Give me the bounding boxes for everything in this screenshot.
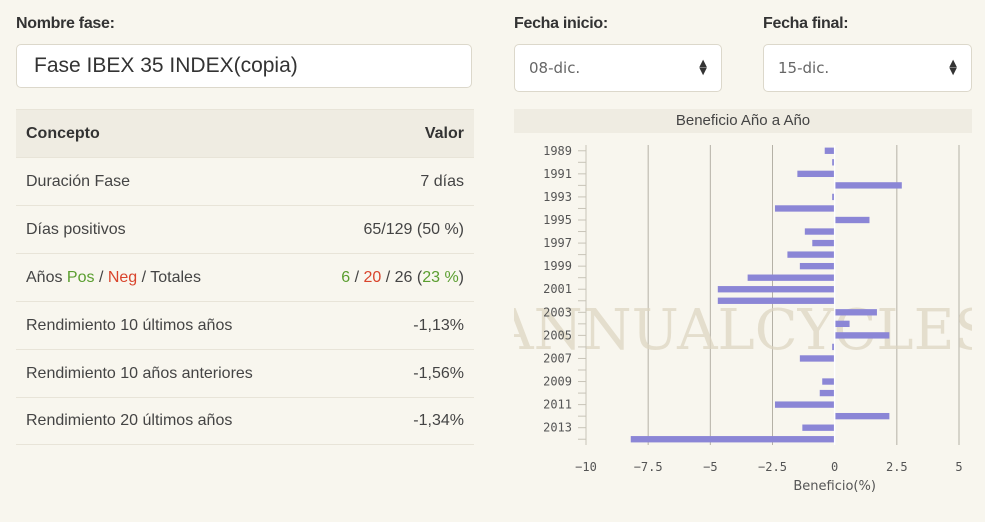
stats-table: Concepto Valor Duración Fase 7 días Días… — [16, 109, 474, 445]
x-tick-label: −7.5 — [634, 460, 663, 474]
x-axis-label: Beneficio(%) — [793, 479, 876, 494]
y-tick-label: 2013 — [543, 421, 572, 435]
header-value: Valor — [424, 124, 464, 142]
row-concept: Años Pos / Neg / Totales — [26, 269, 201, 287]
bar — [824, 147, 835, 154]
start-date-label: Fecha inicio: — [514, 15, 608, 32]
y-tick-label: 1999 — [543, 259, 572, 273]
bar — [747, 274, 835, 281]
neg-label: Neg — [107, 268, 138, 286]
watermark-text: ANNUALCYCLES — [514, 298, 972, 363]
bar — [799, 262, 835, 270]
bar — [717, 286, 835, 293]
row-value: 7 días — [420, 172, 464, 190]
row-concept: Duración Fase — [26, 172, 131, 190]
row-concept: Días positivos — [26, 220, 126, 238]
bar — [832, 193, 835, 201]
bar — [834, 332, 890, 339]
bar — [774, 205, 835, 212]
end-date-value: 15-dic. — [778, 59, 830, 77]
x-tick-label: −5 — [703, 460, 717, 474]
bar — [799, 355, 835, 362]
phase-name-label: Nombre fase: — [16, 15, 115, 32]
table-row-years: Años Pos / Neg / Totales 6 / 20 / 26 (23… — [16, 253, 474, 301]
bar — [834, 320, 850, 328]
bar — [822, 378, 835, 385]
years-prefix: Años — [26, 268, 67, 286]
row-concept: Rendimiento 10 años anteriores — [26, 364, 253, 382]
table-row: Duración Fase 7 días — [16, 157, 474, 205]
y-tick-label: 1997 — [543, 236, 572, 250]
header-concept: Concepto — [26, 124, 100, 142]
y-tick-label: 1989 — [543, 144, 572, 158]
x-tick-label: −10 — [575, 460, 597, 474]
y-tick-label: 2011 — [543, 398, 572, 412]
x-tick-label: 0 — [831, 460, 838, 474]
end-date-label: Fecha final: — [763, 15, 849, 32]
phase-name-input[interactable] — [16, 44, 472, 88]
row-value: -1,13% — [413, 316, 464, 334]
x-tick-label: −2.5 — [758, 460, 787, 474]
neg-count: 20 — [363, 268, 382, 286]
years-suffix: / Totales — [137, 268, 201, 286]
table-header: Concepto Valor — [16, 109, 474, 157]
bar — [797, 170, 835, 178]
row-value: 6 / 20 / 26 (23 %) — [341, 269, 464, 287]
pos-label: Pos — [66, 268, 95, 286]
y-tick-label: 1991 — [543, 167, 572, 181]
bar — [802, 424, 835, 431]
x-tick-label: 5 — [955, 460, 962, 474]
years-total: / 26 ( — [381, 268, 423, 286]
row-concept: Rendimiento 20 últimos años — [26, 412, 233, 429]
pos-percent: 23 % — [422, 268, 459, 286]
bar — [834, 412, 890, 420]
table-row: Días positivos 65/129 (50 %) — [16, 205, 474, 253]
row-value: 65/129 (50 %) — [363, 220, 464, 238]
row-concept: Rendimiento 10 últimos años — [26, 316, 233, 334]
row-value: -1,34% — [413, 412, 464, 429]
end-date-select[interactable]: 15-dic. ▲ ▼ — [763, 44, 972, 92]
years-sep: / — [94, 268, 108, 286]
y-tick-label: 1993 — [543, 190, 572, 204]
select-arrows-icon: ▲ ▼ — [699, 58, 707, 77]
x-tick-label: 2.5 — [886, 460, 908, 474]
bar — [819, 389, 835, 397]
years-slash: / — [350, 268, 364, 286]
bar — [717, 297, 835, 304]
years-close: ) — [458, 268, 464, 286]
y-tick-label: 2003 — [543, 305, 572, 319]
y-tick-label: 2007 — [543, 351, 572, 365]
bar — [834, 182, 902, 189]
table-row: Rendimiento 20 últimos años -1,34% — [16, 397, 474, 445]
bar — [832, 159, 835, 166]
row-value: -1,56% — [413, 364, 464, 382]
bar — [804, 228, 835, 235]
pos-count: 6 — [341, 268, 351, 286]
annual-profit-chart: Beneficio Año a Año ANNUALCYCLES −10 −7.5… — [514, 109, 972, 509]
bar — [832, 343, 835, 351]
bar — [787, 251, 835, 258]
bar — [834, 216, 870, 224]
bar — [834, 309, 877, 316]
start-date-value: 08-dic. — [529, 59, 581, 77]
start-date-select[interactable]: 08-dic. ▲ ▼ — [514, 44, 722, 92]
y-tick-label: 2009 — [543, 375, 572, 389]
y-tick-label: 2001 — [543, 282, 572, 296]
bar — [630, 436, 835, 443]
table-row: Rendimiento 10 años anteriores -1,56% — [16, 349, 474, 397]
chart-svg: ANNUALCYCLES −10 −7.5 −5 −2.5 0 2.5 5 1989 1991 1… — [514, 144, 972, 494]
bar — [812, 239, 835, 247]
y-tick-label: 1995 — [543, 213, 572, 227]
bar — [774, 401, 835, 408]
select-arrows-icon: ▲ ▼ — [949, 58, 957, 77]
table-row: Rendimiento 10 últimos años -1,13% — [16, 301, 474, 349]
y-tick-label: 2005 — [543, 328, 572, 342]
chart-title: Beneficio Año a Año — [514, 109, 972, 133]
